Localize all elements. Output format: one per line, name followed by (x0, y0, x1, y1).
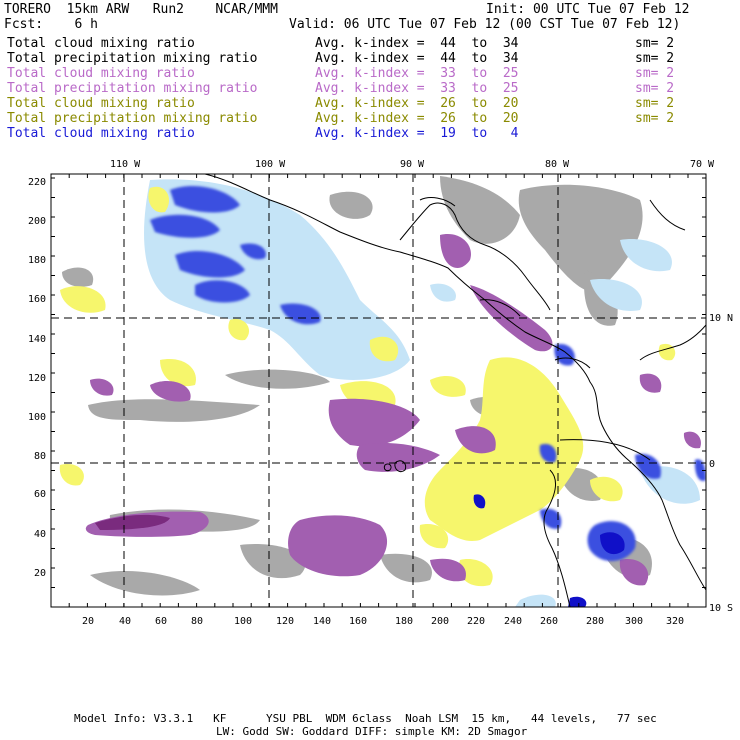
lon-label-80w: 80 W (545, 159, 570, 170)
x-tick-60: 60 (155, 616, 167, 627)
legend-index-2: Avg. k-index = 44 to 34 (315, 51, 519, 66)
y-tick-200: 200 (28, 216, 46, 227)
y-tick-180: 180 (28, 255, 46, 266)
dark-purple-core (95, 514, 170, 530)
dark-blue-core (473, 494, 625, 607)
legend-sm-3: sm= 2 (635, 66, 675, 81)
legend-sm-4: sm= 2 (635, 81, 675, 96)
y-tick-160: 160 (28, 294, 46, 305)
y-tick-20: 20 (34, 568, 46, 579)
y-tick-80: 80 (34, 451, 46, 462)
physics-info: LW: Godd SW: Goddard DIFF: simple KM: 2D… (216, 725, 528, 738)
x-tick-20: 20 (82, 616, 94, 627)
x-tick-240: 240 (504, 616, 522, 627)
x-tick-180: 180 (395, 616, 413, 627)
y-tick-120: 120 (28, 373, 46, 384)
gray-cloud-regions (62, 176, 652, 596)
forecast-hour: Fcst: 6 h (4, 17, 98, 32)
y-tick-140: 140 (28, 334, 46, 345)
field-shading (51, 174, 706, 607)
x-tick-160: 160 (349, 616, 367, 627)
legend-sm-2: sm= 2 (635, 51, 675, 66)
y-tick-100: 100 (28, 412, 46, 423)
init-time: Init: 00 UTC Tue 07 Feb 12 (486, 2, 690, 17)
x-tick-220: 220 (467, 616, 485, 627)
lat-label-0: 0 (709, 459, 715, 470)
lon-label-100w: 100 W (255, 159, 286, 170)
legend-field-3: Total cloud mixing ratio (7, 66, 195, 81)
legend-sm-1: sm= 2 (635, 36, 675, 51)
legend-index-7: Avg. k-index = 19 to 4 (315, 126, 519, 141)
model-title: TORERO 15km ARW Run2 NCAR/MMM (4, 2, 278, 17)
legend-sm-5: sm= 2 (635, 96, 675, 111)
legend-index-1: Avg. k-index = 44 to 34 (315, 36, 519, 51)
y-tick-40: 40 (34, 529, 46, 540)
x-tick-80: 80 (191, 616, 203, 627)
coastlines (204, 174, 706, 607)
x-tick-140: 140 (313, 616, 331, 627)
legend-field-6: Total precipitation mixing ratio (7, 111, 258, 126)
legend-field-5: Total cloud mixing ratio (7, 96, 195, 111)
legend-field-4: Total precipitation mixing ratio (7, 81, 258, 96)
legend-index-6: Avg. k-index = 26 to 20 (315, 111, 519, 126)
legend-field-7: Total cloud mixing ratio (7, 126, 195, 141)
y-tick-60: 60 (34, 489, 46, 500)
legend-field-1: Total cloud mixing ratio (7, 36, 195, 51)
x-tick-280: 280 (586, 616, 604, 627)
x-tick-320: 320 (666, 616, 684, 627)
axis-ticks (50, 174, 706, 608)
x-tick-300: 300 (625, 616, 643, 627)
lat-label-10n: 10 N (709, 313, 733, 324)
legend-index-3: Avg. k-index = 33 to 25 (315, 66, 519, 81)
y-tick-220: 220 (28, 177, 46, 188)
x-tick-260: 260 (540, 616, 558, 627)
x-tick-100: 100 (234, 616, 252, 627)
x-tick-40: 40 (119, 616, 131, 627)
x-tick-200: 200 (431, 616, 449, 627)
model-info: Model Info: V3.3.1 KF YSU PBL WDM 6class… (74, 712, 657, 725)
legend-index-5: Avg. k-index = 26 to 20 (315, 96, 519, 111)
valid-time: Valid: 06 UTC Tue 07 Feb 12 (00 CST Tue … (289, 17, 681, 32)
legend-field-2: Total precipitation mixing ratio (7, 51, 258, 66)
legend-sm-6: sm= 2 (635, 111, 675, 126)
lon-label-110w: 110 W (110, 159, 141, 170)
lon-label-90w: 90 W (400, 159, 425, 170)
lon-label-70w: 70 W (690, 159, 715, 170)
x-tick-120: 120 (276, 616, 294, 627)
blue-regions (150, 185, 706, 562)
legend-index-4: Avg. k-index = 33 to 25 (315, 81, 519, 96)
graticule (51, 174, 706, 607)
lat-label-10s: 10 S (709, 603, 733, 614)
